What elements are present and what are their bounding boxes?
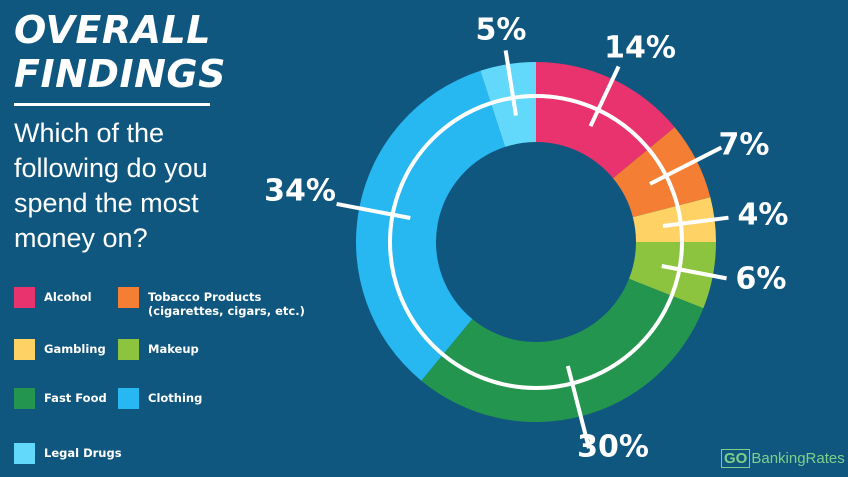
leader-line-alcohol [588, 65, 621, 128]
data-label-makeup: 6% [736, 262, 787, 297]
title-line-2: FINDINGS [14, 52, 226, 96]
legend-swatch-tobacco [118, 287, 139, 308]
legend-swatch-alcohol [14, 287, 35, 308]
data-label-clothing: 34% [264, 174, 336, 209]
survey-question: Which of the following do you spend the … [14, 118, 208, 253]
legend-swatch-clothing [118, 388, 139, 409]
legend-label-fast-food: Fast Food [44, 391, 107, 405]
legend-label-gambling: Gambling [44, 342, 106, 356]
legend-item-fast-food: Fast Food [14, 388, 107, 409]
slice-gambling [632, 197, 716, 242]
leader-line-fast-food [565, 365, 591, 449]
legend-label-tobacco: Tobacco Products (cigarettes, cigars, et… [148, 290, 305, 318]
slice-alcohol [536, 62, 675, 179]
legend-label-clothing: Clothing [148, 391, 203, 405]
slice-makeup [628, 242, 716, 309]
data-label-tobacco: 7% [719, 128, 770, 163]
page-title: OVERALL FINDINGS [14, 8, 226, 96]
logo-go: GO [721, 449, 751, 468]
data-label-legal-drugs: 5% [476, 13, 527, 48]
logo-bankingrates: BankingRates [751, 450, 845, 467]
legend-item-legal-drugs: Legal Drugs [14, 443, 122, 464]
slice-tobacco [613, 127, 711, 218]
legend-item-gambling: Gambling [14, 339, 106, 360]
legend-swatch-gambling [14, 339, 35, 360]
legend-label-legal-drugs: Legal Drugs [44, 446, 122, 460]
data-label-gambling: 4% [738, 198, 789, 233]
legend-label-makeup: Makeup [148, 342, 199, 356]
legend-swatch-makeup [118, 339, 139, 360]
slice-clothing [356, 70, 506, 381]
leader-line-makeup [661, 264, 727, 281]
data-label-alcohol: 14% [604, 31, 676, 66]
gobankingrates-logo: GO BankingRates [721, 449, 845, 468]
legend-item-makeup: Makeup [118, 339, 199, 360]
leader-line-clothing [336, 201, 411, 220]
title-line-1: OVERALL [14, 8, 211, 52]
slice-fast-food [421, 278, 704, 422]
leader-line-gambling [662, 215, 729, 228]
inner-ring [388, 94, 684, 390]
legend-item-alcohol: Alcohol [14, 287, 92, 308]
slice-legal-drugs [480, 62, 536, 147]
title-underline [14, 103, 210, 106]
leader-line-tobacco [649, 145, 723, 186]
legend-swatch-legal-drugs [14, 443, 35, 464]
legend-swatch-fast-food [14, 388, 35, 409]
legend-label-alcohol: Alcohol [44, 290, 92, 304]
leader-line-legal-drugs [503, 50, 518, 116]
data-label-fast-food: 30% [577, 430, 649, 465]
legend-item-clothing: Clothing [118, 388, 202, 409]
legend-item-tobacco: Tobacco Products (cigarettes, cigars, et… [118, 287, 305, 318]
